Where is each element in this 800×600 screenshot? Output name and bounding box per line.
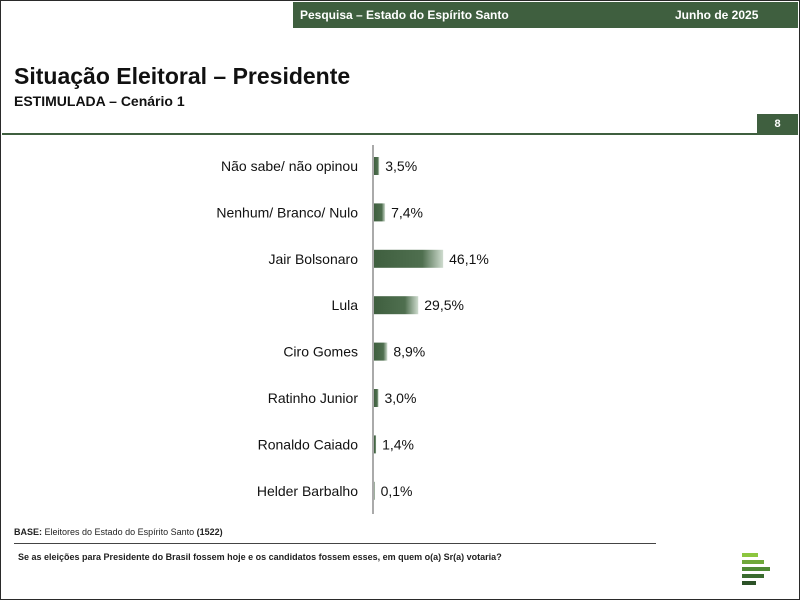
survey-label: Pesquisa – Estado do Espírito Santo	[300, 8, 509, 22]
title-divider	[2, 133, 798, 135]
category-label: Ratinho Junior	[268, 390, 359, 406]
bar-value-label: 46,1%	[449, 251, 489, 267]
bar	[374, 342, 388, 361]
bar-value-label: 29,5%	[424, 297, 464, 313]
base-count: (1522)	[196, 527, 223, 537]
bar	[374, 435, 377, 454]
header-bar: Pesquisa – Estado do Espírito Santo Junh…	[293, 2, 798, 28]
question-divider	[14, 543, 656, 544]
bar	[374, 481, 375, 500]
bar-value-label: 3,0%	[385, 390, 417, 406]
category-label: Ronaldo Caiado	[258, 436, 359, 452]
page-number: 8	[757, 114, 798, 135]
bar	[374, 296, 419, 315]
category-label: Jair Bolsonaro	[269, 251, 359, 267]
bar	[374, 203, 386, 222]
category-label: Não sabe/ não opinou	[221, 158, 358, 174]
bar-value-label: 8,9%	[393, 344, 425, 360]
stacked-bars-logo-icon	[742, 553, 770, 585]
base-note: BASE: Eleitores do Estado do Espírito Sa…	[14, 527, 223, 537]
bar	[374, 389, 379, 407]
bar	[374, 249, 444, 268]
category-label: Lula	[332, 297, 359, 313]
category-label: Helder Barbalho	[257, 483, 358, 499]
page-subtitle: ESTIMULADA – Cenário 1	[14, 93, 185, 109]
base-text: Eleitores do Estado do Espírito Santo	[44, 527, 195, 537]
bar-value-label: 7,4%	[391, 204, 423, 220]
category-label: Ciro Gomes	[283, 344, 358, 360]
category-label: Nenhum/ Branco/ Nulo	[216, 204, 358, 220]
survey-date: Junho de 2025	[675, 8, 759, 22]
base-label: BASE:	[14, 527, 43, 537]
bar	[374, 157, 380, 175]
bar-value-label: 0,1%	[381, 483, 413, 499]
bar-value-label: 3,5%	[385, 158, 417, 174]
bar-value-label: 1,4%	[382, 436, 414, 452]
page-title: Situação Eleitoral – Presidente	[14, 63, 351, 89]
survey-question: Se as eleições para Presidente do Brasil…	[18, 552, 502, 562]
